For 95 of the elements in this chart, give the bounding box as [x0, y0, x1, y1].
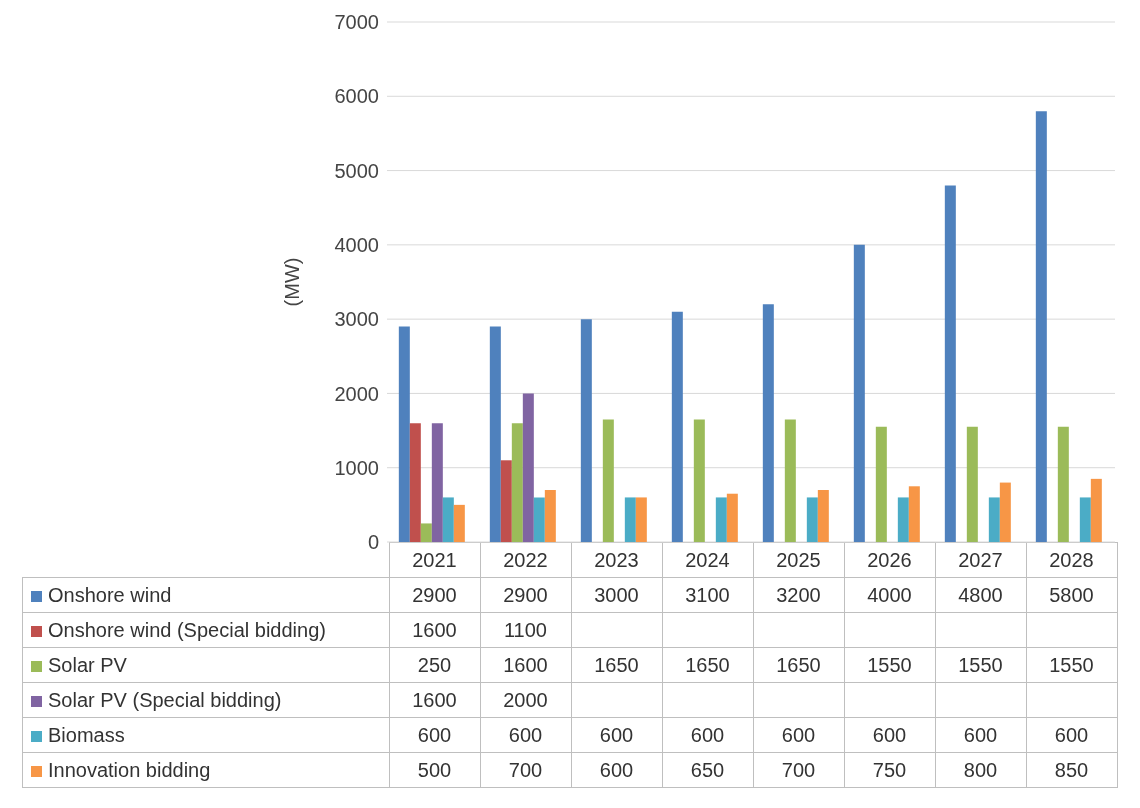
- data-label: 250: [389, 647, 480, 683]
- y-tick-label: 2000: [334, 382, 379, 405]
- legend-label: Solar PV: [48, 653, 127, 676]
- legend-label: Innovation bidding: [48, 758, 211, 781]
- data-label: 600: [935, 717, 1026, 753]
- data-label: 5800: [1026, 577, 1117, 613]
- data-label: 800: [935, 752, 1026, 788]
- x-tick-label: 2025: [753, 542, 844, 578]
- x-tick-label: 2022: [480, 542, 571, 578]
- data-label: 600: [571, 717, 662, 753]
- data-label: 1550: [1026, 647, 1117, 683]
- bar: [1035, 111, 1047, 542]
- data-label: 1600: [389, 612, 480, 648]
- data-label: 600: [389, 717, 480, 753]
- y-tick-label: 4000: [334, 233, 379, 256]
- data-label: 650: [662, 752, 753, 788]
- bar: [442, 497, 454, 542]
- y-tick-label: 5000: [334, 159, 379, 182]
- bar: [500, 460, 512, 542]
- data-label: 4800: [935, 577, 1026, 613]
- bar: [897, 497, 909, 542]
- data-label: 750: [844, 752, 935, 788]
- data-label: 600: [571, 752, 662, 788]
- data-label: 3100: [662, 577, 753, 613]
- x-tick-label: 2024: [662, 542, 753, 578]
- y-tick-label: 1000: [334, 456, 379, 479]
- bar: [489, 326, 501, 542]
- y-tick-label: 0: [367, 531, 379, 554]
- bar: [966, 426, 978, 542]
- data-label: 600: [844, 717, 935, 753]
- bar: [988, 497, 1000, 542]
- bar: [853, 244, 865, 542]
- bar: [999, 482, 1011, 542]
- data-label: 700: [480, 752, 571, 788]
- legend-label: Onshore wind (Special bidding): [48, 618, 326, 641]
- bar: [1090, 478, 1102, 542]
- bar: [908, 486, 920, 542]
- bar: [580, 319, 592, 542]
- data-label: 2000: [480, 682, 571, 718]
- y-tick-label: 7000: [334, 11, 379, 34]
- bar: [817, 490, 829, 542]
- bar: [671, 311, 683, 542]
- bar: [602, 419, 614, 542]
- bar: [784, 419, 796, 542]
- bar: [715, 497, 727, 542]
- x-tick-label: 2027: [935, 542, 1026, 578]
- data-label: 1600: [389, 682, 480, 718]
- data-label: 3200: [753, 577, 844, 613]
- data-label: 1550: [935, 647, 1026, 683]
- bar: [635, 497, 647, 542]
- bar: [544, 490, 556, 542]
- data-label: 1650: [753, 647, 844, 683]
- bar: [693, 419, 705, 542]
- bar: [420, 523, 432, 542]
- x-tick-label: 2023: [571, 542, 662, 578]
- legend-label: Onshore wind: [48, 583, 172, 606]
- bar: [726, 493, 738, 542]
- bar: [431, 423, 443, 542]
- bar: [875, 426, 887, 542]
- data-label: 1550: [844, 647, 935, 683]
- data-label: 1100: [480, 612, 571, 648]
- legend-label: Solar PV (Special bidding): [48, 688, 282, 711]
- data-label: 1650: [662, 647, 753, 683]
- data-label: 850: [1026, 752, 1117, 788]
- x-tick-label: 2028: [1026, 542, 1117, 578]
- data-label: 600: [1026, 717, 1117, 753]
- bar: [511, 423, 523, 542]
- data-label: 3000: [571, 577, 662, 613]
- data-label: 600: [480, 717, 571, 753]
- data-label: 1600: [480, 647, 571, 683]
- bar: [944, 185, 956, 542]
- x-tick-label: 2026: [844, 542, 935, 578]
- data-label: 2900: [480, 577, 571, 613]
- y-tick-label: 6000: [334, 85, 379, 108]
- bar: [624, 497, 636, 542]
- y-axis-title: (MW): [281, 257, 304, 307]
- bar: [1057, 426, 1069, 542]
- bar: [398, 326, 410, 542]
- x-tick-label: 2021: [389, 542, 480, 578]
- data-label: 2900: [389, 577, 480, 613]
- bar: [409, 423, 421, 542]
- data-label: 700: [753, 752, 844, 788]
- data-label: 500: [389, 752, 480, 788]
- data-label: 1650: [571, 647, 662, 683]
- bar: [533, 497, 545, 542]
- bar: [522, 393, 534, 542]
- bar: [762, 304, 774, 542]
- bar: [806, 497, 818, 542]
- y-tick-label: 3000: [334, 308, 379, 331]
- bar: [1079, 497, 1091, 542]
- data-label: 600: [753, 717, 844, 753]
- bar: [453, 504, 465, 542]
- data-label: 600: [662, 717, 753, 753]
- data-label: 4000: [844, 577, 935, 613]
- legend-label: Biomass: [48, 723, 125, 746]
